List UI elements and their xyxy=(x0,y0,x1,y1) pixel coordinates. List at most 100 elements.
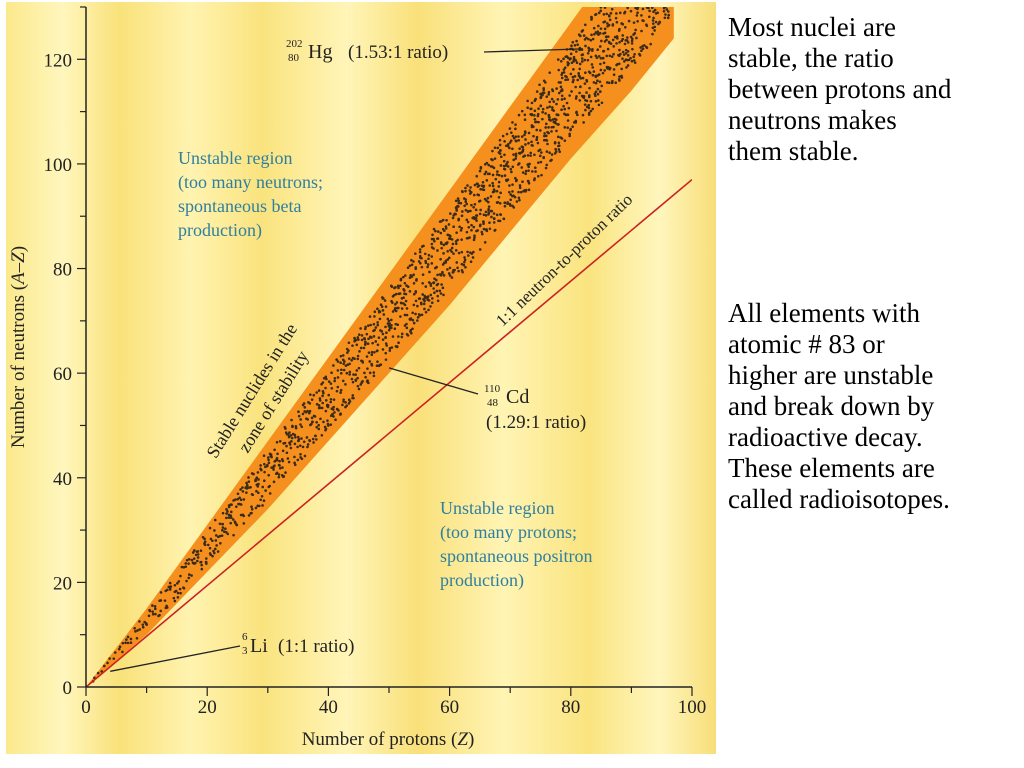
nuclide-dot xyxy=(381,338,385,341)
nuclide-dot xyxy=(257,482,260,486)
nuclide-dot xyxy=(491,149,494,153)
nuclide-dot xyxy=(256,504,259,508)
nuclide-dot xyxy=(196,553,200,556)
nuclide-dot xyxy=(208,526,212,530)
nuclide-dot xyxy=(658,20,661,24)
nuclide-dot xyxy=(511,190,514,193)
nuclide-dot xyxy=(148,609,152,613)
nuclide-dot xyxy=(530,140,533,144)
x-tick-label: 20 xyxy=(198,697,217,718)
nuclide-dot xyxy=(664,13,667,16)
nuclide-dot xyxy=(617,62,621,66)
nuclide-dot xyxy=(479,223,482,227)
nuclide-dot xyxy=(632,33,635,36)
nuclide-dot xyxy=(623,25,627,29)
nuclide-dot xyxy=(406,266,410,269)
nuclide-dot xyxy=(399,301,403,305)
nuclide-dot xyxy=(560,73,563,77)
nuclide-dot xyxy=(513,195,517,199)
nuclide-dot xyxy=(562,68,566,71)
nuclide-dot xyxy=(546,142,549,146)
nuclide-dot xyxy=(472,238,476,242)
nuclide-dot xyxy=(431,297,434,300)
nuclide-dot xyxy=(667,10,670,13)
nuclide-dot xyxy=(332,415,335,418)
nuclide-dot xyxy=(464,189,467,193)
nuclide-dot xyxy=(491,184,495,188)
nuclide-dot xyxy=(563,107,567,111)
nuclide-dot xyxy=(482,188,486,192)
nuclide-dot xyxy=(357,333,361,336)
nuclide-dot xyxy=(302,440,306,444)
nuclide-dot xyxy=(526,106,529,110)
nuclide-dot xyxy=(250,492,254,496)
nuclide-dot xyxy=(601,56,605,60)
nuclide-dot xyxy=(653,25,657,29)
cd-ratio: (1.29:1 ratio) xyxy=(486,412,586,433)
nuclide-dot xyxy=(607,35,610,38)
nuclide-dot xyxy=(590,63,594,66)
nuclide-dot xyxy=(342,362,346,366)
nuclide-dot xyxy=(526,154,530,157)
nuclide-dot xyxy=(518,198,521,202)
nuclide-dot xyxy=(460,214,464,218)
nuclide-dot xyxy=(466,250,469,254)
nuclide-dot xyxy=(560,76,564,80)
nuclide-dot xyxy=(467,254,470,257)
nuclide-dot xyxy=(326,424,330,427)
nuclide-dot xyxy=(572,60,575,63)
nuclide-dot xyxy=(255,476,259,480)
nuclide-dot xyxy=(416,319,419,322)
nuclide-dot xyxy=(250,507,254,511)
nuclide-dot xyxy=(468,236,471,239)
nuclide-dot xyxy=(341,354,345,357)
x-tick-label: 0 xyxy=(81,697,91,718)
nuclide-dot xyxy=(126,641,130,645)
nuclide-dot xyxy=(333,411,336,414)
y-tick-label: 40 xyxy=(53,469,72,490)
nuclide-dot xyxy=(314,434,317,438)
nuclide-dot xyxy=(179,591,182,595)
nuclide-dot xyxy=(550,153,554,156)
nuclide-dot xyxy=(336,369,340,372)
nuclide-dot xyxy=(645,23,648,26)
nuclide-dot xyxy=(262,499,266,502)
nuclide-dot xyxy=(351,380,355,384)
cd-atomic-number: 48 xyxy=(487,397,499,409)
x-tick-label: 80 xyxy=(561,697,580,718)
nuclide-dot xyxy=(446,249,449,253)
nuclide-dot xyxy=(527,131,531,135)
nuclide-dot xyxy=(129,641,133,645)
nuclide-dot xyxy=(354,378,357,382)
nuclide-dot xyxy=(347,349,350,352)
nuclide-dot xyxy=(310,398,314,401)
nuclide-dot xyxy=(451,271,455,274)
nuclide-dot xyxy=(321,394,324,398)
nuclide-dot xyxy=(594,74,597,78)
nuclide-dot xyxy=(388,349,392,352)
nuclide-dot xyxy=(399,315,402,318)
nuclide-dot xyxy=(457,199,461,203)
nuclide-dot xyxy=(315,391,318,394)
nuclide-dot xyxy=(414,252,417,255)
nuclide-dot xyxy=(436,294,440,298)
nuclide-dot xyxy=(488,184,492,187)
nuclide-dot xyxy=(562,57,565,61)
nuclide-dot xyxy=(370,353,374,356)
nuclide-dot xyxy=(542,86,545,90)
nuclide-dot xyxy=(591,47,594,51)
nuclide-dot xyxy=(440,246,443,250)
leader-li xyxy=(110,645,241,672)
nuclide-dot xyxy=(532,134,535,138)
nuclide-dot xyxy=(151,604,154,607)
nuclide-dot xyxy=(294,435,297,439)
nuclide-dot xyxy=(446,268,449,271)
nuclide-dot xyxy=(412,273,415,277)
nuclide-dot xyxy=(262,479,266,483)
nuclide-dot xyxy=(242,522,246,525)
nuclide-dot xyxy=(592,26,596,30)
nuclide-dot xyxy=(381,309,385,312)
nuclide-dot xyxy=(607,81,611,85)
nuclide-dot xyxy=(545,150,549,153)
nuclide-dot xyxy=(190,574,193,577)
